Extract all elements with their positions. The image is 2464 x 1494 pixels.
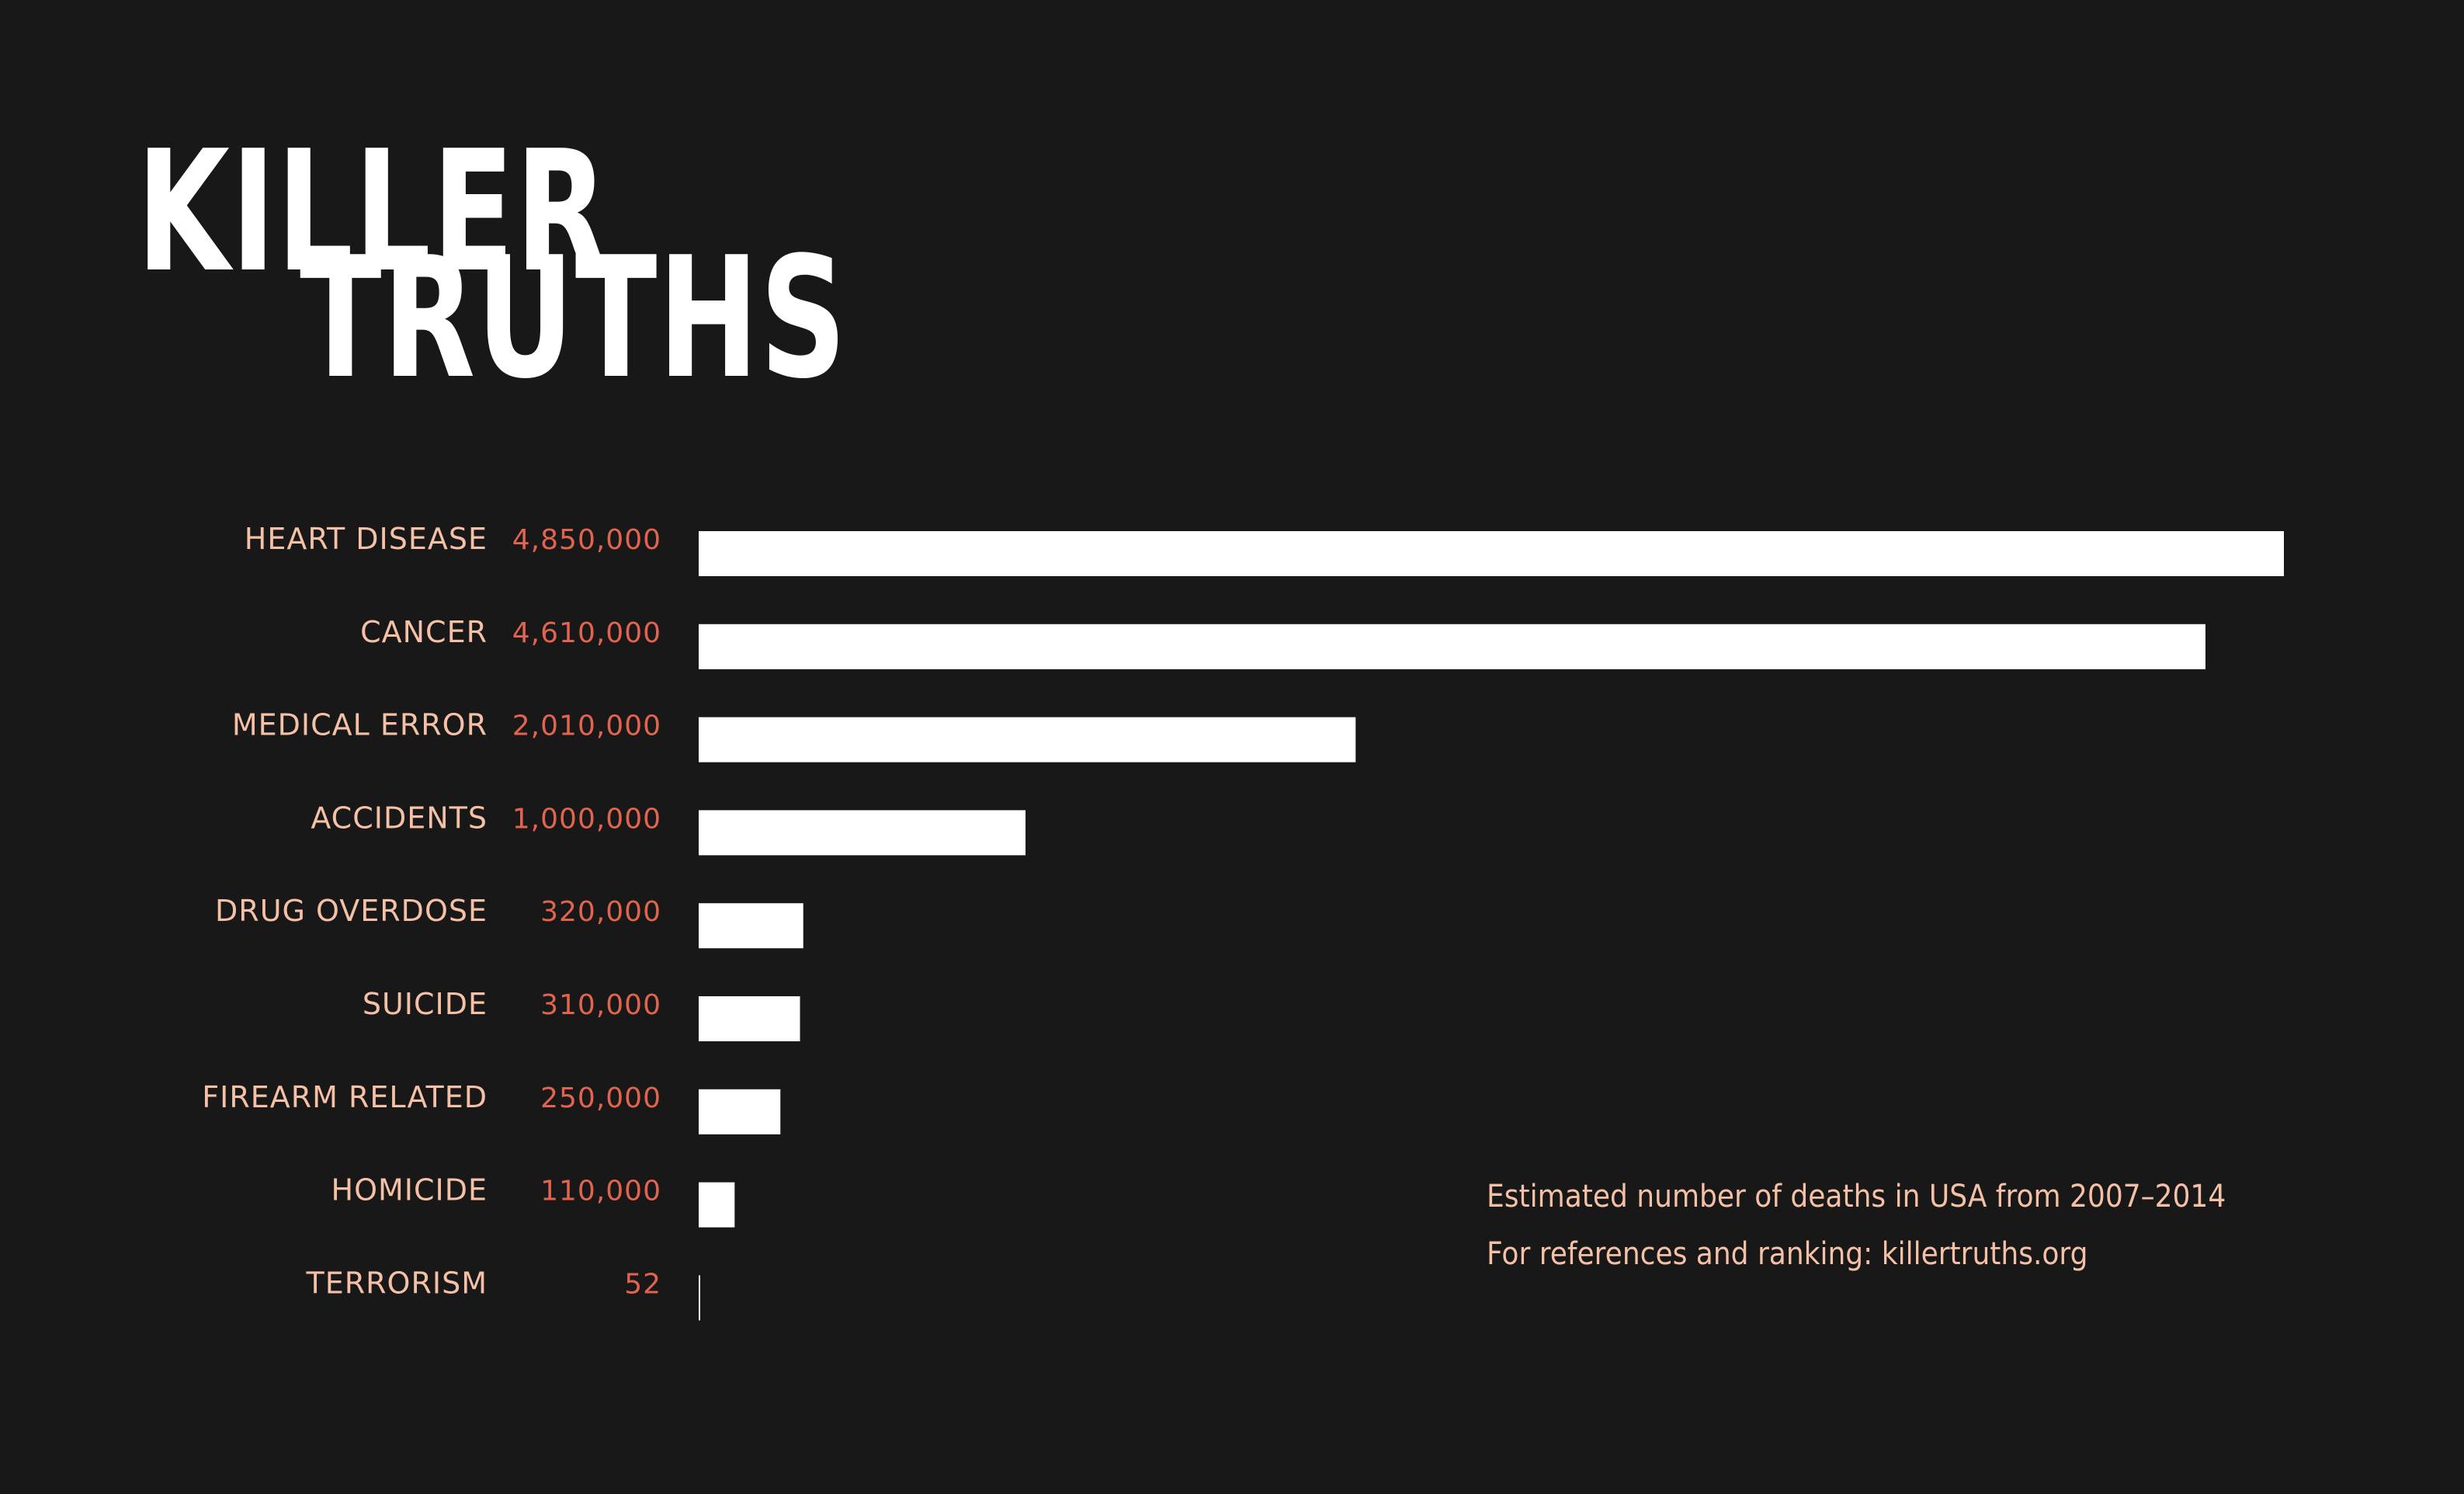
category-label: HOMICIDE xyxy=(331,1173,488,1207)
category-label: FIREARM RELATED xyxy=(202,1080,488,1114)
bar xyxy=(699,996,800,1041)
bar xyxy=(699,717,1356,763)
value-label: 2,010,000 xyxy=(512,711,661,742)
bar xyxy=(699,1182,735,1228)
value-label: 4,850,000 xyxy=(512,524,661,556)
category-label: TERRORISM xyxy=(306,1266,488,1300)
bar xyxy=(699,531,2284,576)
bar xyxy=(699,1089,781,1134)
value-label: 250,000 xyxy=(540,1082,661,1114)
value-label: 1,000,000 xyxy=(512,803,661,835)
title-truths: TRUTHS xyxy=(300,221,848,415)
value-label: 4,610,000 xyxy=(512,617,661,649)
value-label: 310,000 xyxy=(540,989,661,1021)
title-killer: KILLER xyxy=(137,114,609,309)
category-label: DRUG OVERDOSE xyxy=(215,894,488,928)
category-label: ACCIDENTS xyxy=(311,801,488,835)
bar xyxy=(699,810,1026,856)
category-label: HEART DISEASE xyxy=(245,522,488,556)
value-label: 110,000 xyxy=(540,1176,661,1207)
category-label: CANCER xyxy=(360,615,488,649)
value-label: 52 xyxy=(624,1268,661,1300)
chart-note-references: For references and ranking: killertruths… xyxy=(1487,1236,2088,1272)
bar xyxy=(699,1275,700,1321)
chart-note-estimate: Estimated number of deaths in USA from 2… xyxy=(1487,1179,2226,1214)
bar xyxy=(699,903,803,949)
category-label: MEDICAL ERROR xyxy=(232,708,488,742)
bar xyxy=(699,624,2205,669)
category-label: SUICIDE xyxy=(363,987,488,1021)
value-label: 320,000 xyxy=(540,896,661,928)
